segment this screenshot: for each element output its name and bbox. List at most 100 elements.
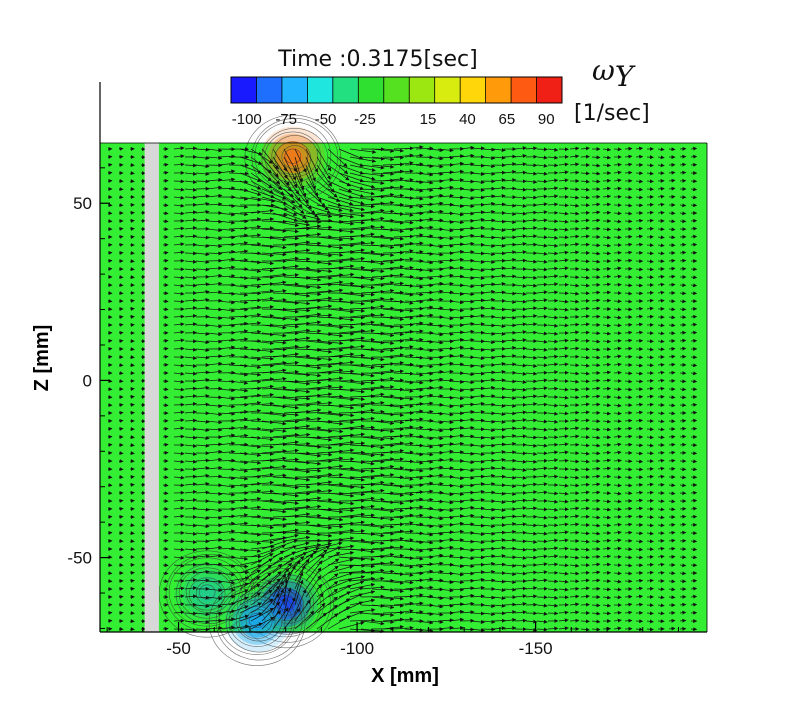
vector-arrow <box>690 451 698 456</box>
vector-arrow <box>580 171 590 176</box>
vector-arrow <box>316 212 344 218</box>
colorbar-tick-label: 40 <box>459 111 476 128</box>
vector-arrow <box>536 202 548 207</box>
vector-arrow <box>569 187 580 192</box>
vector-arrow <box>536 314 548 319</box>
vector-arrow <box>679 330 687 335</box>
vector-arrow <box>162 266 169 271</box>
colorbar-swatch <box>460 77 487 103</box>
colorbar-swatch <box>434 77 461 103</box>
vector-arrow <box>580 602 590 607</box>
vector-arrow <box>547 354 559 359</box>
vector-arrow <box>503 170 517 174</box>
vector-arrow <box>118 467 124 472</box>
vector-arrow <box>558 178 569 183</box>
vector-arrow <box>184 163 198 168</box>
vector-arrow <box>228 442 249 447</box>
vector-arrow <box>195 164 210 169</box>
vector-arrow <box>195 171 210 176</box>
colorbar-tick-label: 15 <box>420 111 437 128</box>
vector-arrow <box>558 203 569 208</box>
vector-arrow <box>426 193 444 198</box>
vector-arrow <box>646 171 654 176</box>
vector-arrow <box>272 204 298 216</box>
vector-arrow <box>503 154 517 159</box>
vector-arrow <box>382 185 404 190</box>
vector-arrow <box>184 195 198 200</box>
vector-arrow <box>503 546 517 551</box>
vector-arrow <box>272 148 287 172</box>
vector-arrow <box>382 193 405 198</box>
vector-arrow <box>646 427 654 432</box>
vector-arrow <box>305 212 333 219</box>
vector-arrow <box>173 539 185 544</box>
vector-arrow <box>250 148 274 164</box>
vector-arrow <box>657 186 665 191</box>
vector-arrow <box>283 164 298 189</box>
vector-arrow <box>580 195 590 200</box>
vector-arrow <box>558 162 569 167</box>
vector-arrow <box>228 204 249 209</box>
vector-arrow <box>426 201 444 206</box>
x-tick-label: -100 <box>340 639 374 658</box>
vector-arrow <box>371 156 395 162</box>
vector-arrow <box>602 194 612 199</box>
vector-arrow <box>195 194 210 199</box>
vector-arrow <box>679 203 687 208</box>
vector-arrow <box>118 146 124 151</box>
vector-arrow <box>129 267 135 272</box>
vector-arrow <box>668 147 676 152</box>
vector-arrow <box>316 196 342 207</box>
vector-arrow <box>481 627 496 632</box>
vector-arrow <box>404 180 424 185</box>
vector-arrow <box>624 219 633 224</box>
vector-arrow <box>679 154 687 159</box>
vector-arrow <box>162 426 169 431</box>
vector-arrow <box>635 146 644 151</box>
contour-line <box>254 121 332 191</box>
vector-arrow <box>580 146 590 151</box>
vector-arrow <box>492 194 506 199</box>
colorbar-swatch <box>383 77 410 103</box>
vector-arrow <box>415 164 434 169</box>
vector-arrow <box>162 626 169 631</box>
vector-arrow <box>437 148 454 153</box>
vector-arrow <box>239 188 262 196</box>
vector-arrow <box>118 506 124 511</box>
vector-arrow <box>239 164 262 174</box>
vector-arrow <box>393 169 414 174</box>
colorbar-swatch <box>231 77 257 103</box>
vector-arrow <box>492 618 506 623</box>
vector-arrow <box>129 531 135 536</box>
vector-arrow <box>206 148 223 153</box>
vector-arrow <box>305 172 319 197</box>
vector-arrow <box>657 435 665 440</box>
vector-arrow <box>690 291 698 296</box>
vector-arrow <box>393 153 414 158</box>
vector-arrow <box>657 298 665 303</box>
vector-arrow <box>129 306 135 311</box>
vector-arrow <box>569 154 580 159</box>
vector-arrow <box>162 162 169 167</box>
vector-arrow <box>404 145 424 150</box>
vector-arrow <box>261 172 283 191</box>
vector-arrow <box>657 210 665 215</box>
vector-arrow <box>602 523 612 528</box>
vector-arrow <box>558 563 569 568</box>
vector-arrow <box>459 153 475 158</box>
vector-arrow <box>536 147 548 152</box>
vector-arrow <box>668 618 676 623</box>
vector-arrow <box>668 395 676 400</box>
chart-title: Time :0.3175[sec] <box>277 47 477 72</box>
vector-arrow <box>316 204 343 212</box>
vector-arrow <box>602 202 612 207</box>
vector-arrow <box>613 147 622 152</box>
vector-arrow <box>635 195 644 200</box>
vector-arrow <box>129 402 135 407</box>
vector-arrow <box>206 202 223 207</box>
vector-arrow <box>635 291 644 296</box>
vector-arrow <box>162 338 169 343</box>
vector-arrow <box>294 212 321 221</box>
vector-arrow <box>525 179 538 184</box>
